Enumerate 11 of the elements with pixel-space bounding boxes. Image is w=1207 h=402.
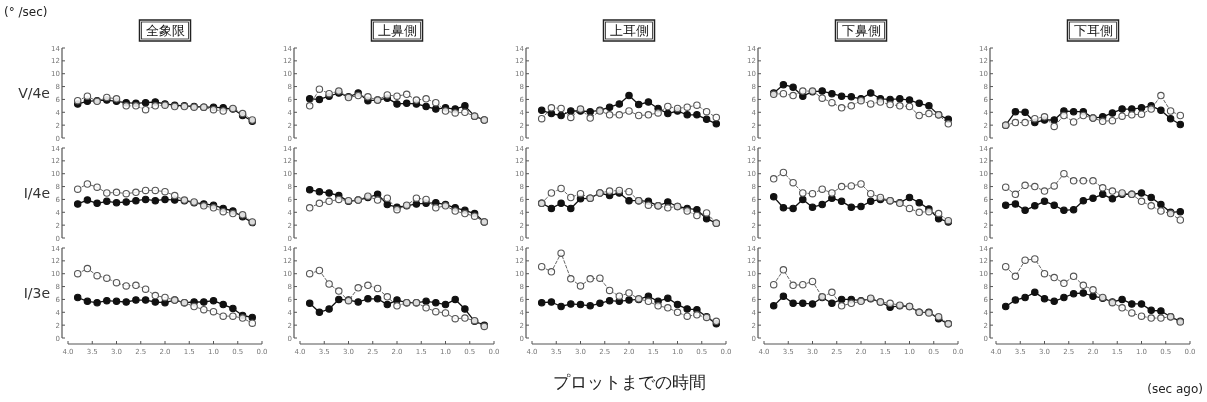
text: (sec ago) [1147, 382, 1203, 396]
x-axis-title: プロットまでの時間 [552, 372, 706, 392]
y-axis-title: I/3e [23, 285, 50, 301]
y-axis-title: I/4e [23, 185, 50, 201]
y-axis-title: V/4e [18, 85, 50, 101]
chart-title: 上耳側 [609, 23, 649, 38]
chart-title: 下鼻側 [841, 23, 881, 38]
chart-title: 下耳側 [1073, 23, 1113, 38]
text: (° /sec) [4, 5, 48, 19]
chart-title: 全象限 [145, 23, 185, 38]
chart-title: 上鼻側 [377, 23, 417, 38]
